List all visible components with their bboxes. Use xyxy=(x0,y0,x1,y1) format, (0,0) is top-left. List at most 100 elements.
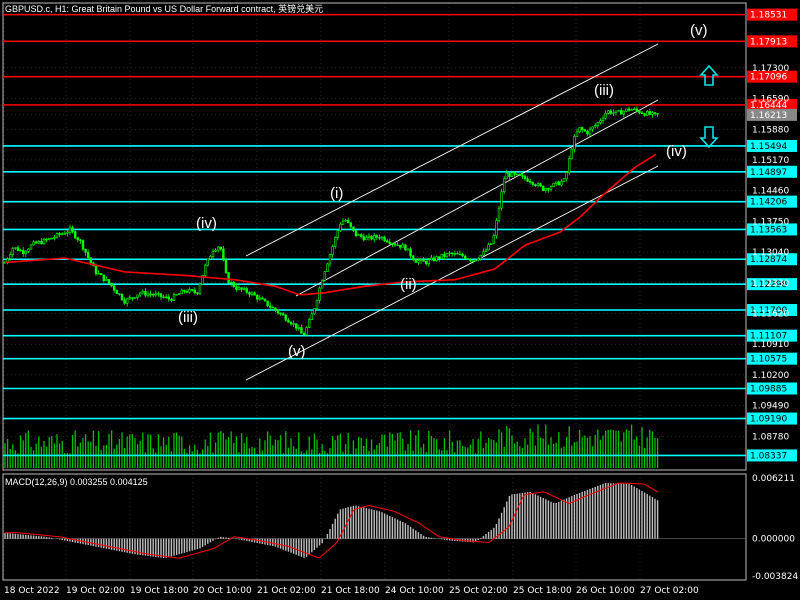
candle-body xyxy=(591,126,594,130)
candle-body xyxy=(243,288,246,290)
candle-body xyxy=(245,288,248,293)
candle-body xyxy=(323,271,326,281)
candle-body xyxy=(549,186,553,190)
candle-body xyxy=(393,243,397,246)
candle-body xyxy=(557,181,561,186)
price-tick-label: 1.16590 xyxy=(752,95,789,105)
candle-body xyxy=(526,178,529,182)
level-price-box xyxy=(747,223,797,236)
candle-body xyxy=(300,327,303,334)
candle-body xyxy=(133,297,137,299)
candle-body xyxy=(531,181,535,185)
time-axis: 18 Oct 2022 19 Oct 02:00 19 Oct 18:00 20 Oc… xyxy=(4,586,699,596)
candle-body xyxy=(180,289,183,295)
candle-body xyxy=(370,235,373,240)
candle-body xyxy=(211,250,215,257)
candle-body xyxy=(339,224,342,231)
candle-body xyxy=(362,236,365,241)
candle-body xyxy=(599,120,602,124)
candle-body xyxy=(617,110,620,112)
candle-body xyxy=(149,293,152,295)
candle-body xyxy=(266,300,269,307)
candle-body xyxy=(461,253,464,257)
candle-body xyxy=(487,244,490,251)
time-tick-label: 25 Oct 18:00 xyxy=(513,586,572,596)
candle-body xyxy=(191,289,194,291)
candle-body xyxy=(562,178,566,182)
candle-body xyxy=(128,297,131,300)
candle-body xyxy=(14,247,17,249)
level-price-label: 1.12874 xyxy=(750,255,787,265)
candle-body xyxy=(230,282,233,284)
level-price-label: 1.09885 xyxy=(750,384,787,394)
candle-body xyxy=(289,321,293,325)
level-price-label: 1.14206 xyxy=(750,198,787,208)
candle-body xyxy=(60,233,64,235)
candle-body xyxy=(497,207,501,221)
candle-body xyxy=(448,252,451,255)
candle-body xyxy=(453,253,456,255)
level-price-box xyxy=(747,352,797,365)
candle-body xyxy=(528,181,532,183)
time-tick-label: 20 Oct 10:00 xyxy=(193,586,252,596)
macd-tick-label: 0.000000 xyxy=(752,535,795,545)
candle-body xyxy=(53,236,56,239)
wave-label: (ii) xyxy=(400,276,417,293)
candle-body xyxy=(331,246,334,255)
candle-body xyxy=(263,298,267,302)
level-price-label: 1.16444 xyxy=(750,101,787,111)
candle-body xyxy=(521,175,524,177)
level-price-box xyxy=(747,329,797,342)
candle-body xyxy=(443,254,446,257)
time-tick-label: 18 Oct 2022 xyxy=(4,586,60,596)
candle-body xyxy=(141,290,144,294)
candle-body xyxy=(224,259,228,273)
candle-body xyxy=(606,110,610,114)
candle-body xyxy=(193,289,196,294)
candle-body xyxy=(305,327,308,335)
candle-body xyxy=(596,122,600,126)
level-price-box xyxy=(747,412,797,425)
candle-body xyxy=(458,253,462,256)
candle-body xyxy=(248,292,251,295)
price-tick-label: 1.13750 xyxy=(752,217,789,227)
price-tick-label: 1.11620 xyxy=(752,309,789,319)
candle-body xyxy=(372,235,376,240)
current-price-label: 1.16213 xyxy=(750,111,787,121)
candle-body xyxy=(417,260,420,263)
candle-body xyxy=(313,308,316,315)
candle-body xyxy=(307,319,311,328)
candle-body xyxy=(627,108,631,111)
candle-body xyxy=(326,263,329,272)
candle-body xyxy=(396,244,399,247)
level-price-label: 1.09190 xyxy=(750,415,787,425)
macd-tick-label: 0.006211 xyxy=(752,474,795,484)
candle-body xyxy=(139,292,142,296)
candle-body xyxy=(217,246,220,251)
candle-body xyxy=(198,283,202,294)
price-tick-label: 1.10200 xyxy=(752,371,789,381)
candle-body xyxy=(502,178,506,193)
candle-body xyxy=(406,248,410,251)
candle-body xyxy=(474,259,477,262)
candle-body xyxy=(136,294,139,298)
candle-body xyxy=(297,327,300,329)
candle-body xyxy=(383,236,386,242)
candle-body xyxy=(635,108,639,111)
horizontal-levels[interactable]: 1.18531 1.17913 1.17096 1.16444 1.15494 1.148… xyxy=(3,8,797,462)
candles xyxy=(3,106,659,336)
time-tick-label: 24 Oct 10:00 xyxy=(385,586,444,596)
price-tick-label: 1.17300 xyxy=(752,64,789,74)
candle-body xyxy=(510,172,514,177)
candle-body xyxy=(66,231,69,234)
time-tick-label: 25 Oct 02:00 xyxy=(449,586,508,596)
candle-body xyxy=(294,323,298,329)
candle-body xyxy=(146,293,150,296)
candle-body xyxy=(513,172,516,175)
level-price-label: 1.14897 xyxy=(750,168,787,178)
candle-body xyxy=(97,273,100,275)
candle-body xyxy=(55,233,59,238)
candle-body xyxy=(131,297,134,299)
trend-channel[interactable] xyxy=(245,43,659,381)
